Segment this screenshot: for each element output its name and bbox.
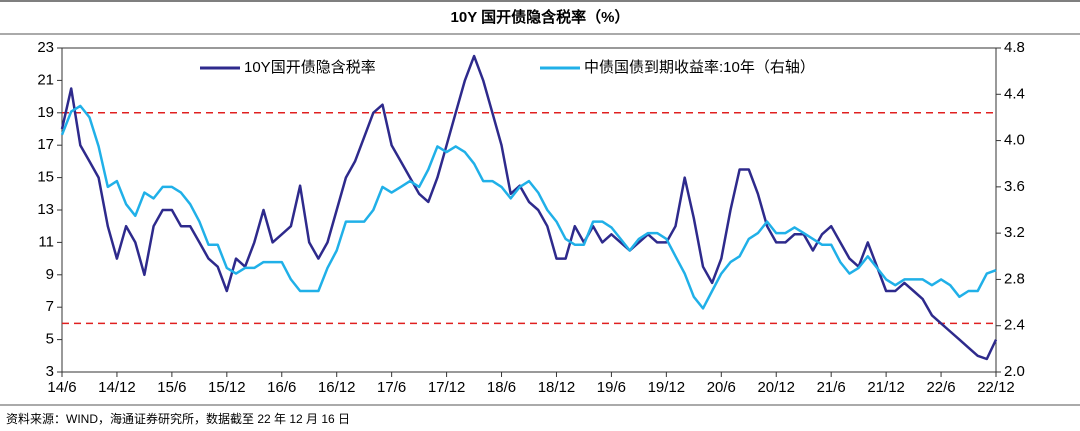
x-tick-label: 14/6 [47, 379, 76, 396]
y2-tick-label: 4.0 [1004, 132, 1025, 149]
y-tick-label: 9 [46, 266, 54, 283]
y2-tick-label: 3.6 [1004, 178, 1025, 195]
x-tick-label: 16/12 [318, 379, 356, 396]
x-tick-label: 15/12 [208, 379, 246, 396]
y-tick-label: 7 [46, 298, 54, 315]
x-tick-label: 18/6 [487, 379, 516, 396]
legend-label: 10Y国开债隐含税率 [244, 59, 376, 76]
legend-label: 中债国债到期收益率:10年（右轴） [584, 59, 815, 76]
y2-tick-label: 3.2 [1004, 224, 1025, 241]
x-tick-label: 16/6 [267, 379, 296, 396]
series-line [60, 104, 997, 310]
x-tick-label: 20/12 [757, 379, 795, 396]
y-tick-label: 5 [46, 331, 54, 348]
y-tick-label: 15 [37, 169, 54, 186]
x-tick-label: 17/12 [428, 379, 466, 396]
x-tick-label: 21/12 [867, 379, 905, 396]
x-tick-label: 22/6 [926, 379, 955, 396]
y-tick-label: 11 [38, 233, 54, 250]
series-line [60, 54, 998, 361]
x-tick-label: 18/12 [538, 379, 576, 396]
y-tick-label: 13 [37, 201, 54, 218]
x-tick-label: 20/6 [707, 379, 736, 396]
x-tick-label: 19/12 [648, 379, 686, 396]
y-tick-label: 21 [37, 71, 54, 88]
y2-tick-label: 4.4 [1004, 85, 1025, 102]
x-tick-label: 14/12 [98, 379, 136, 396]
y-tick-label: 23 [37, 39, 54, 56]
y2-tick-label: 2.0 [1004, 363, 1025, 380]
x-tick-label: 22/12 [977, 379, 1015, 396]
x-tick-label: 15/6 [157, 379, 186, 396]
y-tick-label: 3 [46, 363, 54, 380]
y-tick-label: 17 [37, 136, 54, 153]
x-tick-label: 21/6 [817, 379, 846, 396]
y2-tick-label: 2.8 [1004, 270, 1025, 287]
y2-tick-label: 2.4 [1004, 317, 1025, 334]
y-tick-label: 19 [37, 104, 54, 121]
x-tick-label: 19/6 [597, 379, 626, 396]
source-note: 资料来源：WIND，海通证券研究所，数据截至 22 年 12 月 16 日 [6, 411, 350, 426]
x-tick-label: 17/6 [377, 379, 406, 396]
chart-title: 10Y 国开债隐含税率（%） [451, 8, 630, 26]
y2-tick-label: 4.8 [1004, 39, 1025, 56]
